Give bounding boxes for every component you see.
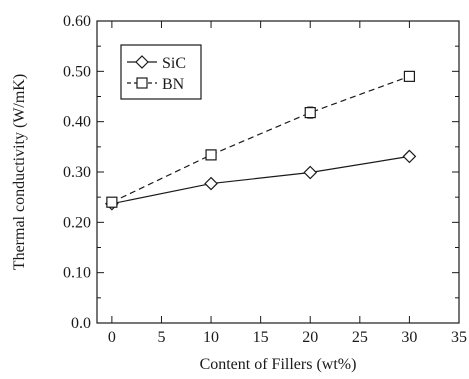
ticks: 0.0 0.10 0.20 0.30 0.40 0.50 0.60 0 5 10 15 20 25 30 3… [63, 13, 467, 346]
legend-marker-sic [135, 55, 149, 69]
y-tick-label: 0.30 [63, 164, 91, 181]
x-tick-label: 30 [401, 329, 417, 346]
series-layer [105, 70, 417, 211]
x-tick-label: 20 [302, 329, 318, 346]
x-tick-label: 25 [352, 329, 368, 346]
data-point-bn [403, 70, 416, 82]
y-tick-label: 0.0 [71, 315, 91, 332]
y-tick-label: 0.40 [63, 114, 91, 131]
x-tick-label: 10 [203, 329, 219, 346]
series-bn [106, 70, 416, 208]
y-tick-label: 0.20 [63, 214, 91, 231]
series-line-sic [111, 155, 410, 205]
y-tick-label: 0.60 [63, 13, 91, 30]
x-tick-label: 15 [253, 329, 269, 346]
data-point-sic [402, 149, 417, 164]
y-tick-label: 0.50 [63, 63, 91, 80]
legend: SiC BN [120, 44, 202, 100]
legend-box [120, 44, 202, 100]
series-line-bn [111, 75, 410, 203]
x-tick-label: 35 [451, 329, 467, 346]
x-axis-title: Content of Fillers (wt%) [200, 356, 357, 373]
y-axis-title: Thermal conductivity (W/mK) [11, 74, 28, 270]
data-point-bn [304, 107, 316, 119]
data-point-bn [205, 149, 217, 161]
data-point-bn [106, 196, 118, 208]
legend-marker-bn [136, 77, 148, 89]
x-tick-label: 5 [157, 329, 165, 346]
x-tick-label: 0 [108, 329, 116, 346]
data-point-sic [204, 176, 218, 191]
data-point-sic [303, 165, 318, 180]
y-tick-label: 0.10 [63, 265, 91, 282]
legend-label-sic: SiC [162, 55, 186, 72]
series-sic [105, 149, 417, 211]
legend-label-bn: BN [162, 76, 185, 93]
